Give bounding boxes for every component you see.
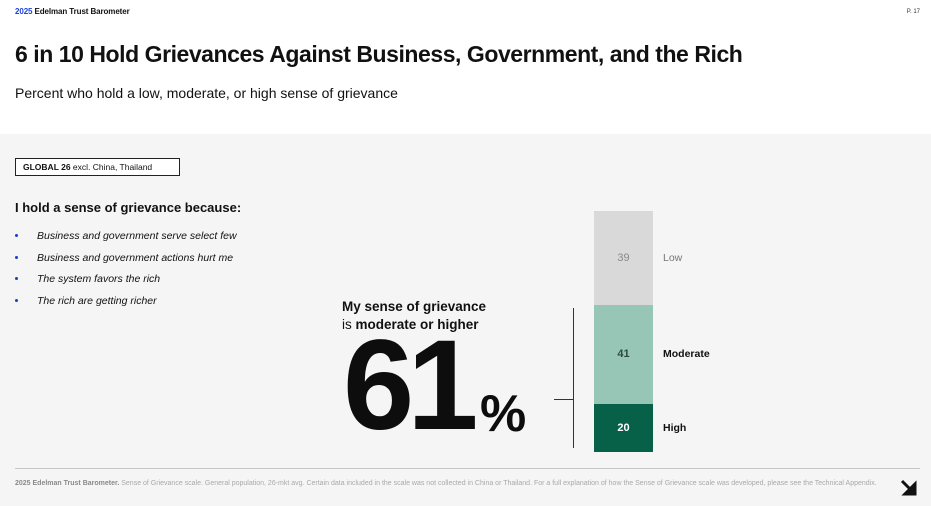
bar-value-label: 20 (617, 421, 630, 434)
legend-label-high: High (663, 421, 687, 434)
brand-logo: 2025 Edelman Trust Barometer (15, 7, 130, 16)
bar-segment-moderate: 41 (594, 304, 653, 404)
stacked-bar-chart: 39 41 20 (594, 211, 653, 452)
scope-detail: excl. China, Thailand (72, 162, 153, 172)
page-title: 6 in 10 Hold Grievances Against Business… (15, 41, 743, 67)
brand-year: 2025 (15, 7, 33, 16)
grievance-heading: I hold a sense of grievance because: (15, 200, 242, 215)
percent-sign: % (480, 385, 527, 443)
list-item: Business and government actions hurt me (15, 252, 237, 274)
bar-segment-low: 39 (594, 211, 653, 305)
list-item: The rich are getting richer (15, 295, 237, 317)
footer-divider (15, 468, 920, 469)
arrow-down-right-icon[interactable] (899, 476, 921, 498)
big-percentage-value: 61 (343, 314, 478, 457)
content-panel (0, 134, 931, 506)
list-item: The system favors the rich (15, 273, 237, 295)
scope-badge: GLOBAL 26 excl. China, Thailand (15, 158, 180, 176)
footnote: 2025 Edelman Trust Barometer. Sense of G… (15, 479, 895, 489)
headline-line1: My sense of grievance (342, 299, 487, 314)
headline-line2-bold: moderate or higher (355, 317, 479, 332)
page-number: P. 17 (906, 9, 920, 15)
brand-name: Edelman Trust Barometer (34, 7, 130, 16)
headline-statement: My sense of grievance is moderate or hig… (342, 298, 486, 334)
grievance-reasons-list: Business and government serve select few… (15, 230, 237, 316)
legend-label-low: Low (663, 251, 683, 264)
bracket-connector-line (554, 399, 574, 400)
list-item: Business and government serve select few (15, 230, 237, 252)
headline-line2-prefix: is (342, 317, 356, 332)
bar-value-label: 39 (617, 251, 630, 264)
bracket-vertical-line (573, 308, 574, 448)
bar-segment-high: 20 (594, 403, 653, 452)
bar-value-label: 41 (617, 348, 630, 361)
scope-label: GLOBAL 26 (23, 162, 71, 172)
footnote-text: Sense of Grievance scale. General popula… (121, 480, 877, 487)
page-subtitle: Percent who hold a low, moderate, or hig… (15, 85, 398, 101)
legend-label-moderate: Moderate (663, 348, 710, 361)
footnote-source: 2025 Edelman Trust Barometer. (15, 480, 120, 487)
